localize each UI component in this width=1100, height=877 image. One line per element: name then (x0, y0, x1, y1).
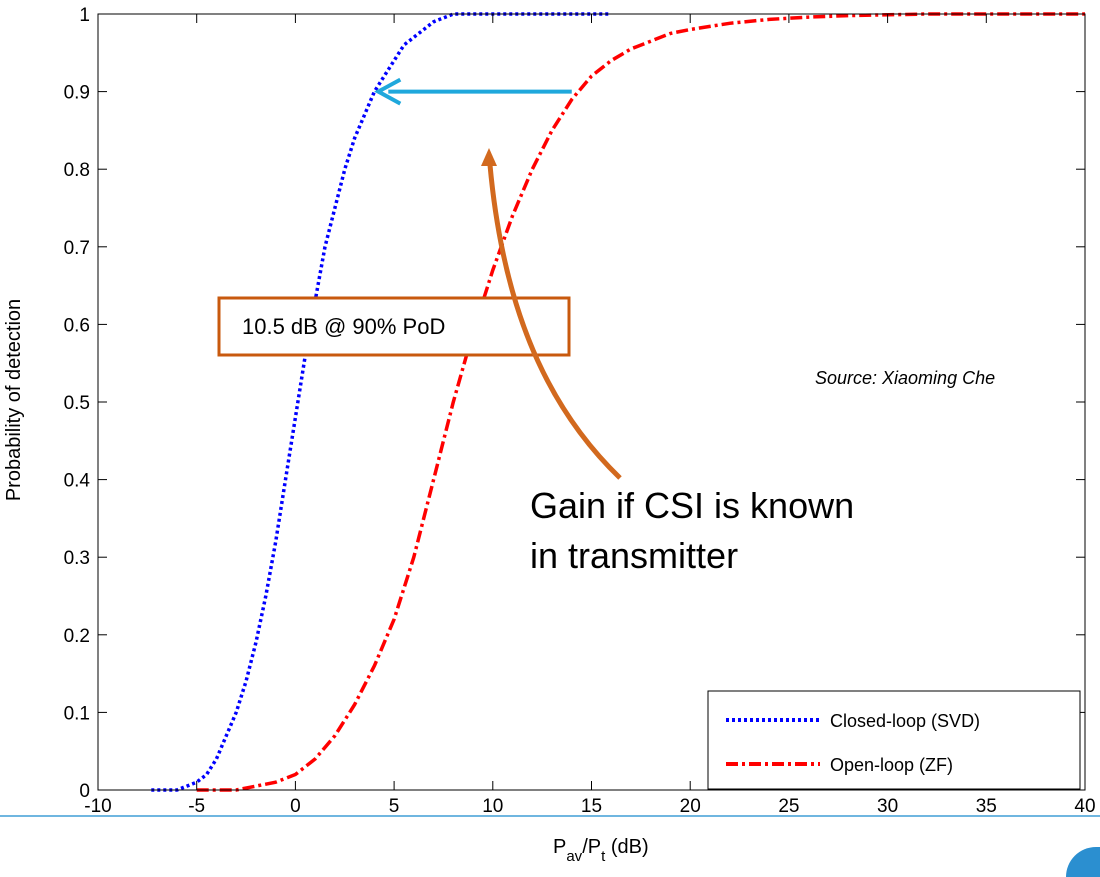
y-tick-label: 0.8 (64, 160, 90, 181)
x-tick-label: 15 (581, 796, 602, 817)
x-tick-label: 25 (778, 796, 799, 817)
y-tick-label: 0.9 (64, 83, 90, 104)
csi-gain-note-line1: Gain if CSI is known (530, 485, 854, 526)
series-layer (151, 12, 1085, 792)
y-tick-label: 0 (79, 781, 90, 802)
y-tick-label: 0.6 (64, 315, 90, 336)
x-tick-label: 30 (877, 796, 898, 817)
pod-gain-box (217, 296, 571, 357)
csi-gain-arrowhead (481, 148, 497, 166)
y-axis-label: Probability of detection (3, 299, 25, 501)
y-tick-label: 0.5 (64, 393, 90, 414)
legend-box (707, 690, 1081, 790)
y-tick-label: 0.3 (64, 548, 90, 569)
plot-frame (97, 13, 1086, 791)
x-tick-label: 5 (389, 796, 400, 817)
y-tick-label: 0.2 (64, 626, 90, 647)
source-credit: Source: Xiaoming Che (815, 368, 995, 388)
gain-arrow-head (374, 77, 402, 106)
x-tick-label: 10 (482, 796, 503, 817)
x-tick-label: 0 (290, 796, 301, 817)
x-tick-label: -10 (84, 796, 111, 817)
y-tick-label: 0.1 (64, 703, 90, 724)
csi-gain-curved-arrow (487, 164, 622, 480)
series-line-open-loop (196, 12, 1085, 792)
y-tick-label: 0.4 (64, 471, 91, 492)
slide-divider-line (0, 815, 1100, 817)
x-axis-label: Pav/Pt (dB) (553, 836, 649, 865)
x-tick-label: 40 (1074, 796, 1095, 817)
series-line-closed-loop (151, 12, 612, 792)
y-tick-label: 0.7 (64, 238, 90, 259)
axes-layer (97, 13, 1086, 791)
legend-label-open-loop: Open-loop (ZF) (830, 755, 953, 775)
pod-gain-box-label: 10.5 dB @ 90% PoD (242, 314, 445, 339)
x-tick-label: 20 (680, 796, 701, 817)
csi-gain-note-line2: in transmitter (530, 535, 738, 576)
y-tick-label: 1 (79, 5, 90, 26)
gain-arrow (374, 77, 572, 106)
legend-label-closed-loop: Closed-loop (SVD) (830, 711, 980, 731)
ticks-layer: -10 -5 0 5 10 15 20 25 30 35 40 0 0.1 0.2 0.3 0.4 0.5 0.6… (64, 5, 1096, 817)
x-tick-label: -5 (188, 796, 205, 817)
x-tick-label: 35 (976, 796, 997, 817)
